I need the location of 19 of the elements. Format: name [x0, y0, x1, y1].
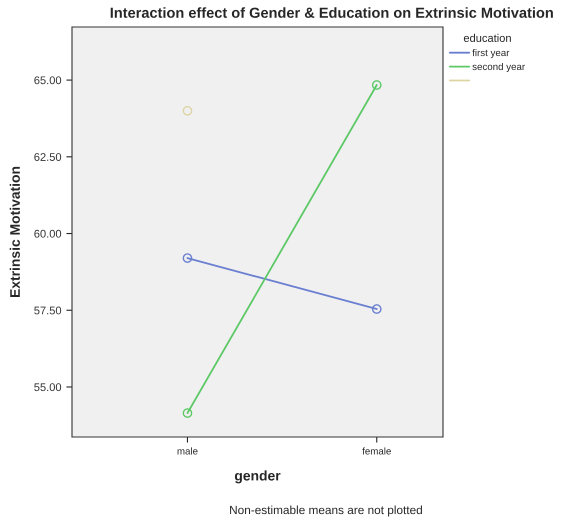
- point: [372, 304, 382, 314]
- text: Non-estimable means are not plotted: [230, 505, 422, 517]
- y-tick-label: 65.00: [34, 76, 62, 84]
- y-tick-label: 55.00: [34, 383, 62, 392]
- point: [182, 253, 192, 263]
- y-tick-label: 60.00: [34, 230, 62, 238]
- x-tick-label: female: [362, 447, 391, 455]
- legend-title: education: [464, 34, 511, 42]
- y-tick-label: 57.50: [34, 306, 62, 314]
- legend-label: first year: [472, 49, 510, 58]
- point: [182, 106, 192, 116]
- chart-title: Interaction effect of Gender & Education on Extrinsic Motivation: [110, 7, 553, 18]
- y-tick-label: 62.50: [34, 153, 62, 161]
- point: [372, 80, 382, 90]
- x-tick-label: male: [178, 447, 198, 455]
- y-axis-title: Extrinsic Motivation: [10, 166, 20, 298]
- x-axis-title: gender: [234, 470, 280, 484]
- point: [182, 408, 192, 418]
- legend-label: second year: [472, 62, 525, 72]
